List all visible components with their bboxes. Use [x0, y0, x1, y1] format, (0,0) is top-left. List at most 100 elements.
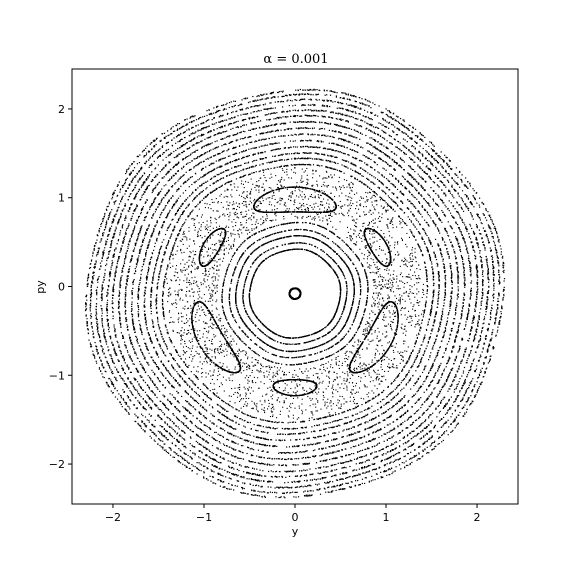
data-point — [279, 349, 281, 351]
data-point — [221, 301, 223, 303]
data-point — [268, 359, 270, 362]
data-point — [201, 184, 203, 186]
data-point — [297, 157, 300, 159]
data-point — [259, 346, 261, 348]
data-point — [420, 359, 422, 361]
data-point — [242, 253, 244, 255]
data-point — [334, 336, 336, 338]
data-point — [352, 251, 354, 253]
data-point — [241, 267, 243, 269]
data-point — [311, 426, 313, 428]
data-point — [256, 336, 259, 339]
data-point — [342, 240, 344, 242]
data-point — [327, 160, 329, 162]
data-point — [283, 223, 285, 225]
data-point — [260, 425, 262, 427]
data-point — [355, 267, 357, 270]
data-point — [374, 410, 376, 412]
data-point — [413, 224, 415, 226]
data-point — [242, 291, 244, 293]
data-point — [298, 228, 300, 231]
data-point — [202, 383, 204, 385]
data-point — [251, 252, 254, 254]
data-point — [261, 322, 263, 325]
data-point — [173, 358, 175, 360]
data-point — [397, 392, 399, 394]
data-point — [277, 362, 279, 364]
data-point — [393, 396, 396, 399]
data-point — [236, 248, 238, 251]
data-point — [276, 252, 278, 254]
data-point — [349, 270, 351, 272]
data-point — [245, 324, 247, 326]
data-point — [279, 237, 281, 239]
data-point — [394, 202, 397, 204]
data-point — [171, 342, 173, 344]
data-point — [224, 316, 227, 318]
data-point — [367, 288, 369, 290]
data-point — [367, 281, 369, 284]
data-point — [150, 288, 153, 290]
data-point — [434, 319, 436, 321]
data-point — [329, 340, 331, 342]
data-point — [303, 158, 305, 160]
data-point — [431, 266, 433, 268]
data-point — [165, 344, 167, 346]
data-point — [312, 164, 315, 166]
data-point — [244, 333, 246, 335]
data-point — [301, 222, 304, 224]
data-point — [283, 165, 285, 167]
data-point — [252, 416, 255, 419]
data-point — [319, 344, 321, 347]
data-point — [229, 260, 232, 262]
data-point — [270, 234, 272, 236]
data-point — [282, 237, 285, 239]
data-point — [254, 334, 256, 336]
data-point — [260, 321, 262, 324]
data-point — [164, 275, 166, 277]
data-point — [309, 230, 311, 232]
data-point — [328, 347, 330, 350]
data-point — [360, 417, 362, 419]
data-point — [172, 366, 174, 368]
data-point — [326, 160, 328, 162]
data-point — [272, 353, 274, 356]
data-point — [176, 212, 178, 214]
data-point — [320, 153, 323, 155]
data-point — [365, 401, 368, 403]
data-point — [312, 333, 314, 335]
data-point — [291, 297, 293, 299]
data-point — [356, 405, 359, 408]
data-point — [299, 242, 301, 244]
data-point — [419, 246, 421, 248]
data-point — [257, 256, 259, 258]
data-point — [403, 366, 405, 368]
data-point — [170, 234, 172, 236]
data-point — [289, 290, 291, 293]
data-point — [164, 324, 167, 326]
data-point — [263, 243, 265, 246]
data-point — [333, 337, 335, 339]
data-point — [263, 260, 265, 262]
data-point — [303, 342, 305, 344]
data-point — [270, 338, 272, 340]
data-point — [298, 248, 301, 250]
data-point — [328, 340, 330, 342]
data-point — [193, 198, 195, 200]
data-point — [166, 229, 168, 232]
data-point — [285, 343, 287, 345]
data-point — [346, 290, 348, 292]
data-point — [280, 153, 282, 156]
data-point — [299, 421, 302, 423]
data-point — [243, 412, 245, 415]
data-point — [248, 295, 250, 297]
data-point — [385, 193, 387, 195]
data-point — [219, 405, 221, 407]
data-point — [380, 406, 383, 408]
data-point — [159, 271, 161, 273]
data-point — [287, 243, 289, 245]
data-point — [424, 306, 427, 308]
data-point — [266, 327, 268, 329]
data-point — [337, 245, 339, 247]
data-point — [240, 164, 242, 166]
